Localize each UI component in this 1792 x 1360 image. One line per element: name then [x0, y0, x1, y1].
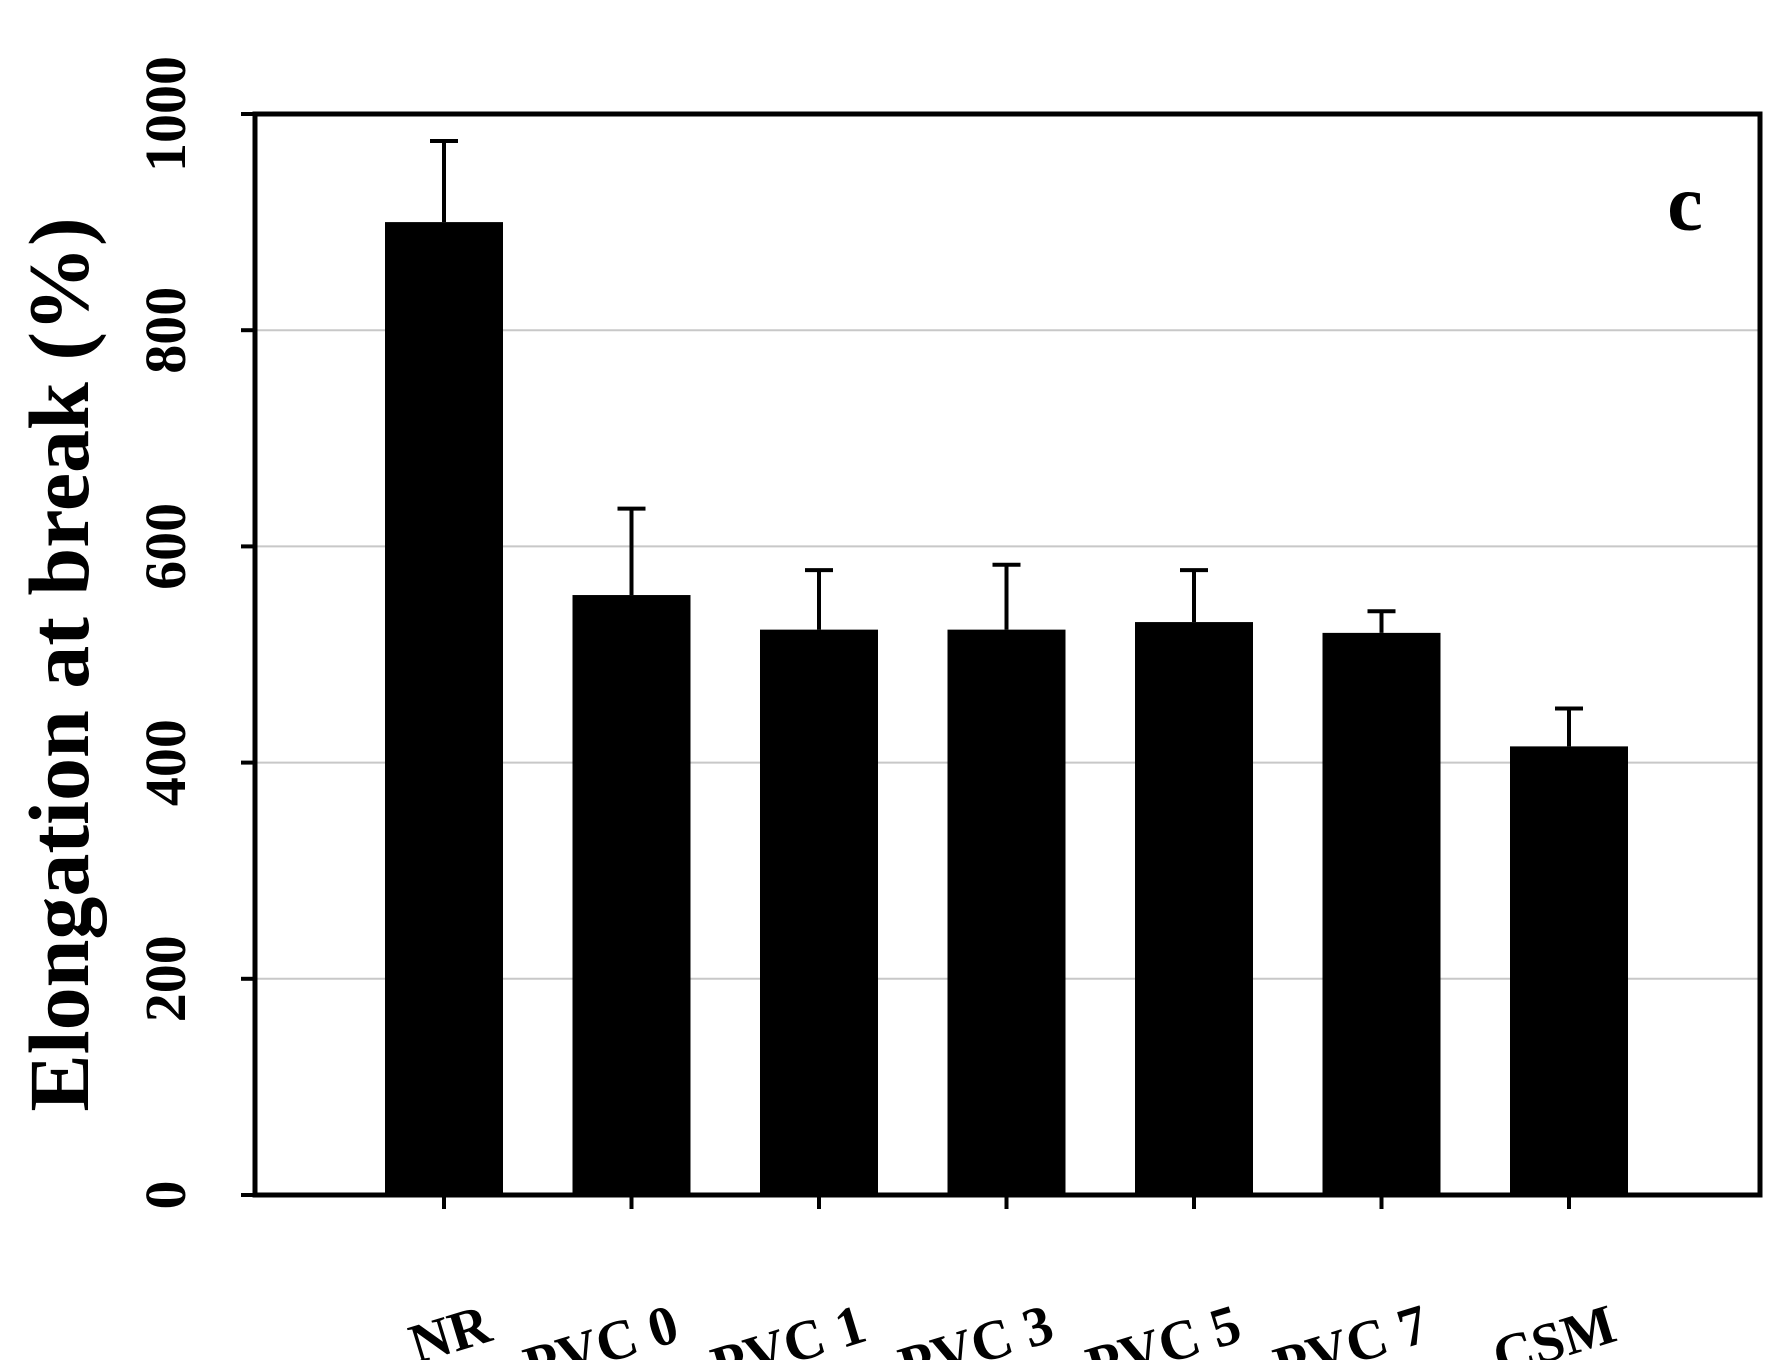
y-axis-ticks: 0 200 400 600 800 1000 [133, 56, 255, 1210]
x-tick-label: PVC 0 [517, 1293, 685, 1360]
x-tick-label: PVC 5 [1079, 1293, 1247, 1360]
y-tick-label: 1000 [133, 56, 198, 172]
y-tick-label: 200 [133, 935, 198, 1022]
bar [1510, 746, 1628, 1195]
x-tick-label: PVC 3 [892, 1293, 1060, 1360]
panel-label: c [1667, 160, 1703, 248]
y-tick-label: 400 [133, 719, 198, 806]
bar [1322, 632, 1441, 1195]
bar [385, 222, 503, 1196]
error-bars [430, 139, 1583, 747]
x-axis-ticks: NR PVC 0 PVC 1 PVC 3 PVC 5 PVC 7 CSM [402, 1195, 1623, 1360]
y-tick-label: 800 [133, 287, 198, 374]
y-axis-label: Elongation at break (%) [11, 217, 107, 1111]
bar [760, 629, 878, 1195]
bars [385, 222, 1628, 1196]
x-tick-label: NR [402, 1293, 498, 1360]
y-tick-label: 0 [133, 1181, 198, 1210]
bar [947, 629, 1066, 1195]
y-tick-label: 600 [133, 503, 198, 590]
x-tick-label: PVC 1 [704, 1293, 872, 1360]
x-tick-label: PVC 7 [1267, 1293, 1435, 1360]
x-tick-label: CSM [1486, 1293, 1623, 1360]
bar [1135, 622, 1253, 1195]
bar [572, 595, 691, 1195]
